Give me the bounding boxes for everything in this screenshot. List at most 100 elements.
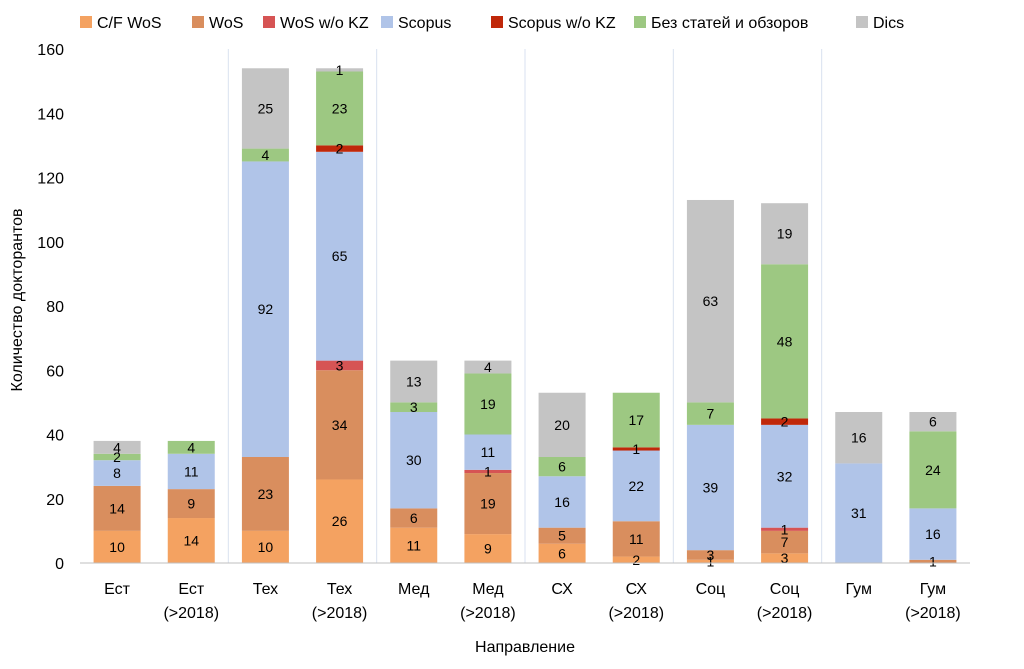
legend-swatch: [634, 16, 646, 28]
bar-segment: [538, 543, 586, 563]
data-label: 30: [406, 452, 422, 468]
data-label: 2: [632, 552, 640, 568]
legend-label: Scopus w/o KZ: [508, 15, 616, 32]
data-label: 13: [406, 373, 422, 389]
bar-segment: [761, 264, 809, 419]
x-tick-label: Мед: [398, 581, 430, 598]
bar-segment: [612, 392, 660, 448]
y-tick-label: 160: [37, 42, 64, 59]
bar-segment: [835, 463, 883, 563]
y-axis: 0 20 40 60 80 100 120 140 160: [37, 42, 64, 573]
bar-segment: [241, 148, 289, 162]
data-label: 4: [484, 359, 492, 375]
legend-label: WoS: [209, 15, 243, 32]
data-label: 32: [777, 468, 793, 484]
data-label: 22: [628, 478, 644, 494]
x-axis: Ест Ест (>2018) Тех Тех (>2018) Мед Мед (>2018) С…: [80, 562, 970, 622]
bar-segment: [612, 556, 660, 563]
bar-segment: [316, 479, 364, 563]
bar-segment: [761, 203, 809, 265]
bar-segment: [241, 530, 289, 563]
bar-segment: [909, 559, 957, 563]
data-label: 9: [187, 496, 195, 512]
x-tick-label: Мед: [472, 581, 504, 598]
bar-segment: [464, 469, 512, 474]
y-tick-label: 120: [37, 171, 64, 188]
x-tick-label: Тех: [327, 581, 352, 598]
data-label: 7: [781, 534, 789, 550]
data-label: 92: [258, 301, 274, 317]
bar-segment: [390, 412, 438, 509]
bar-segment: [835, 412, 883, 464]
legend-label: WoS w/o KZ: [280, 15, 369, 32]
x-tick-label: Ест: [178, 581, 204, 598]
x-tick-label: (>2018): [608, 605, 664, 622]
data-label: 3: [781, 550, 789, 566]
data-label: 6: [558, 459, 566, 475]
bar-segment: [686, 402, 734, 425]
data-label: 3: [707, 547, 715, 563]
bar-segment: [464, 373, 512, 435]
bar-segment: [316, 151, 364, 361]
bar-segment: [686, 550, 734, 560]
data-label: 1: [336, 62, 344, 78]
bar-segment: [93, 530, 141, 563]
data-label: 14: [183, 533, 199, 549]
legend-label: Dics: [873, 15, 904, 32]
legend: C/F WoS WoS WoS w/o KZ Scopus Scopus w/o KZ Б…: [80, 15, 904, 32]
data-label: 3: [336, 357, 344, 373]
data-label: 11: [406, 537, 421, 553]
y-axis-title: Количество докторантов: [9, 208, 26, 391]
data-label: 1: [781, 521, 789, 537]
x-tick-label: Соц: [770, 581, 800, 598]
bar-segment: [316, 360, 364, 371]
bar-segment: [538, 527, 586, 544]
bar-segment: [390, 360, 438, 403]
x-tick-label: Ест: [104, 581, 130, 598]
data-label: 1: [484, 463, 492, 479]
data-label: 10: [109, 539, 125, 555]
data-label: 23: [258, 486, 274, 502]
data-label: 1: [707, 553, 715, 569]
data-label: 19: [777, 226, 793, 242]
data-label: 7: [707, 406, 715, 422]
data-label: 1: [929, 553, 937, 569]
legend-swatch: [491, 16, 503, 28]
data-label: 4: [187, 439, 195, 455]
x-tick-label: (>2018): [163, 605, 219, 622]
x-tick-label: Соц: [696, 581, 726, 598]
x-tick-label: Гум: [920, 581, 946, 598]
y-tick-label: 60: [46, 363, 64, 380]
bars: [93, 68, 957, 563]
bar-segment: [612, 447, 660, 451]
data-label: 17: [628, 412, 644, 428]
bar-segment: [167, 489, 215, 519]
data-label: 4: [262, 147, 270, 163]
bar-segment: [761, 530, 809, 554]
data-label: 6: [558, 545, 566, 561]
y-tick-label: 100: [37, 235, 64, 252]
y-tick-label: 0: [55, 556, 64, 573]
data-label: 19: [480, 496, 496, 512]
data-label: 1: [632, 441, 640, 457]
bar-segment: [93, 440, 141, 454]
x-tick-label: Гум: [846, 581, 872, 598]
y-tick-label: 20: [46, 492, 64, 509]
bar-segment: [464, 473, 512, 535]
bar-segment: [167, 453, 215, 490]
bar-segment: [761, 553, 809, 563]
x-tick-label: (>2018): [757, 605, 813, 622]
bar-segment: [761, 418, 809, 425]
data-label: 9: [484, 541, 492, 557]
data-label: 31: [851, 505, 867, 521]
data-label: 26: [332, 513, 348, 529]
x-tick-label: (>2018): [905, 605, 961, 622]
legend-swatch: [80, 16, 92, 28]
data-label: 24: [925, 462, 941, 478]
bar-segment: [686, 199, 734, 403]
bar-segment: [167, 440, 215, 454]
legend-swatch: [856, 16, 868, 28]
data-label: 34: [332, 417, 348, 433]
bar-segment: [612, 450, 660, 522]
